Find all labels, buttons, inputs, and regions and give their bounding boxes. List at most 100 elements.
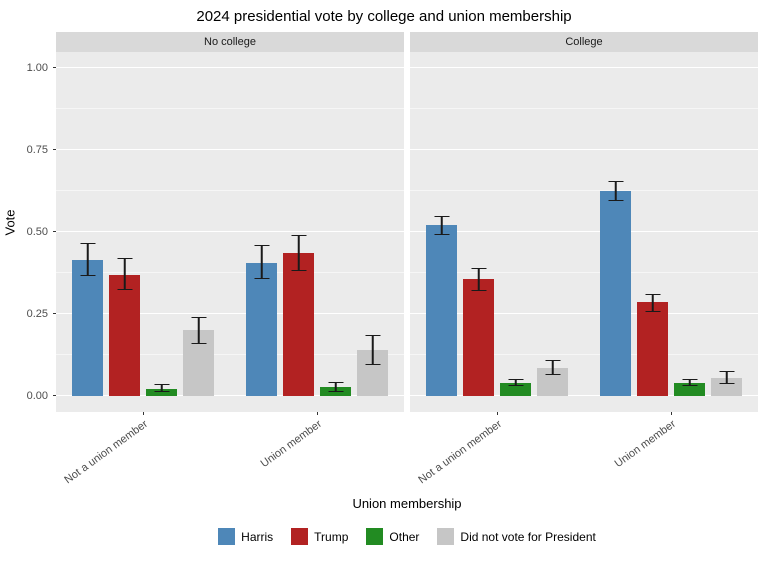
bar-harris — [246, 245, 277, 396]
errorbar-harris — [254, 245, 269, 280]
facet-strip: No college — [56, 32, 404, 52]
y-axis: 0.00 0.25 0.50 0.75 1.00 — [20, 32, 56, 412]
errorbar-line — [260, 246, 263, 279]
y-tick-label: 0.50 — [26, 226, 48, 238]
errorbar-trump — [645, 294, 660, 313]
errorbar-line — [297, 236, 300, 271]
legend-item-did-not-vote-for-president: Did not vote for President — [437, 528, 596, 545]
errorbar-did-not-vote-for-president — [719, 371, 734, 385]
errorbar-other — [508, 378, 523, 387]
y-tick-label: 1.00 — [26, 62, 48, 75]
x-axis-title: Union membership — [352, 496, 462, 511]
y-tick-mark — [53, 149, 56, 151]
legend-item-trump: Trump — [291, 528, 348, 545]
y-tick-mark — [53, 312, 56, 314]
bar-group-union-member — [230, 235, 404, 396]
y-tick-mark — [53, 394, 56, 396]
errorbar-did-not-vote-for-president — [545, 360, 560, 376]
bar-trump — [109, 258, 140, 396]
legend-label: Did not vote for President — [460, 529, 596, 544]
legend-item-other: Other — [366, 528, 419, 545]
gridline-major — [56, 231, 404, 232]
errorbar-harris — [608, 181, 623, 201]
gridline-minor — [410, 271, 758, 273]
errorbar-trump — [291, 235, 306, 272]
gridline-major — [56, 312, 404, 314]
gridline-major — [410, 312, 758, 314]
bar-did-not-vote-for-president — [711, 371, 742, 396]
errorbar-line — [725, 372, 728, 384]
gridline-minor — [56, 353, 404, 355]
y-tick-mark — [53, 67, 56, 69]
bar-trump — [463, 268, 494, 396]
legend-label: Other — [389, 529, 420, 544]
bar-group-union-member — [584, 181, 758, 396]
gridline-major — [56, 394, 404, 396]
errorbar-line — [334, 382, 337, 391]
y-tick-label: 0.75 — [26, 144, 48, 157]
errorbar-line — [688, 379, 691, 386]
bar-harris — [426, 215, 457, 396]
legend-label: Trump — [314, 529, 349, 544]
bar-trump — [283, 235, 314, 396]
x-tick-label: Union member — [612, 418, 679, 471]
gridline-major — [56, 67, 404, 69]
bar-other — [146, 384, 177, 396]
gridline-major — [410, 231, 758, 232]
x-tick-mark — [142, 412, 144, 415]
gridline-minor — [410, 190, 758, 192]
bar-other — [674, 378, 705, 396]
gridline-minor — [410, 353, 758, 355]
x-axis-facet-college: Not a union member Union member — [410, 412, 758, 496]
bar-trump — [637, 294, 668, 396]
x-axis: Not a union member Union member Not a unio… — [56, 412, 758, 496]
y-tick-label: 0.00 — [26, 389, 48, 402]
errorbar-line — [371, 336, 374, 364]
panel-no-college — [56, 52, 404, 412]
bar-group-not-a-union-member — [56, 243, 230, 396]
gridline-minor — [410, 108, 758, 110]
bar-harris — [600, 181, 631, 396]
x-axis-facet-no-college: Not a union member Union member — [56, 412, 404, 496]
errorbar-line — [614, 182, 617, 200]
facet-college: College — [410, 32, 758, 412]
errorbar-line — [197, 318, 200, 344]
gridline-major — [410, 394, 758, 396]
legend-key-did-not-vote-for-president — [437, 528, 455, 545]
y-tick-mark — [53, 231, 56, 232]
y-axis-title: Vote — [0, 32, 20, 412]
legend-label: Harris — [241, 529, 274, 544]
errorbar-harris — [80, 243, 95, 277]
errorbar-line — [551, 361, 554, 375]
bar-did-not-vote-for-president — [537, 360, 568, 396]
x-tick-label: Not a union member — [62, 418, 151, 487]
errorbar-line — [86, 244, 89, 276]
gridline-minor — [56, 108, 404, 110]
y-tick-label: 0.25 — [26, 307, 48, 320]
chart-body: Vote 0.00 0.25 0.50 0.75 1.00 No college Coll… — [0, 32, 768, 412]
x-tick-label: Union member — [258, 418, 325, 471]
errorbar-did-not-vote-for-president — [191, 317, 206, 345]
bar-did-not-vote-for-president — [183, 317, 214, 396]
bar-did-not-vote-for-president — [357, 335, 388, 396]
x-tick-mark — [496, 412, 498, 415]
legend-key-harris — [218, 528, 236, 545]
errorbar-did-not-vote-for-president — [365, 335, 380, 365]
x-tick-mark — [670, 412, 672, 415]
errorbar-other — [154, 384, 169, 393]
x-tick-label: Not a union member — [416, 418, 505, 487]
y-axis-title-text: Vote — [2, 208, 18, 236]
gridline-minor — [56, 271, 404, 273]
errorbar-line — [477, 269, 480, 290]
legend-item-harris: Harris — [218, 528, 273, 545]
y-axis-ticks: 0.00 0.25 0.50 0.75 1.00 — [20, 52, 56, 412]
errorbar-other — [682, 378, 697, 387]
facet-no-college: No college — [56, 32, 404, 412]
facet-strip: College — [410, 32, 758, 52]
errorbar-line — [123, 259, 126, 290]
errorbar-line — [440, 216, 443, 235]
bar-group-not-a-union-member — [410, 215, 584, 396]
gridline-major — [410, 149, 758, 151]
legend-key-other — [366, 528, 384, 545]
gridline-minor — [56, 190, 404, 192]
